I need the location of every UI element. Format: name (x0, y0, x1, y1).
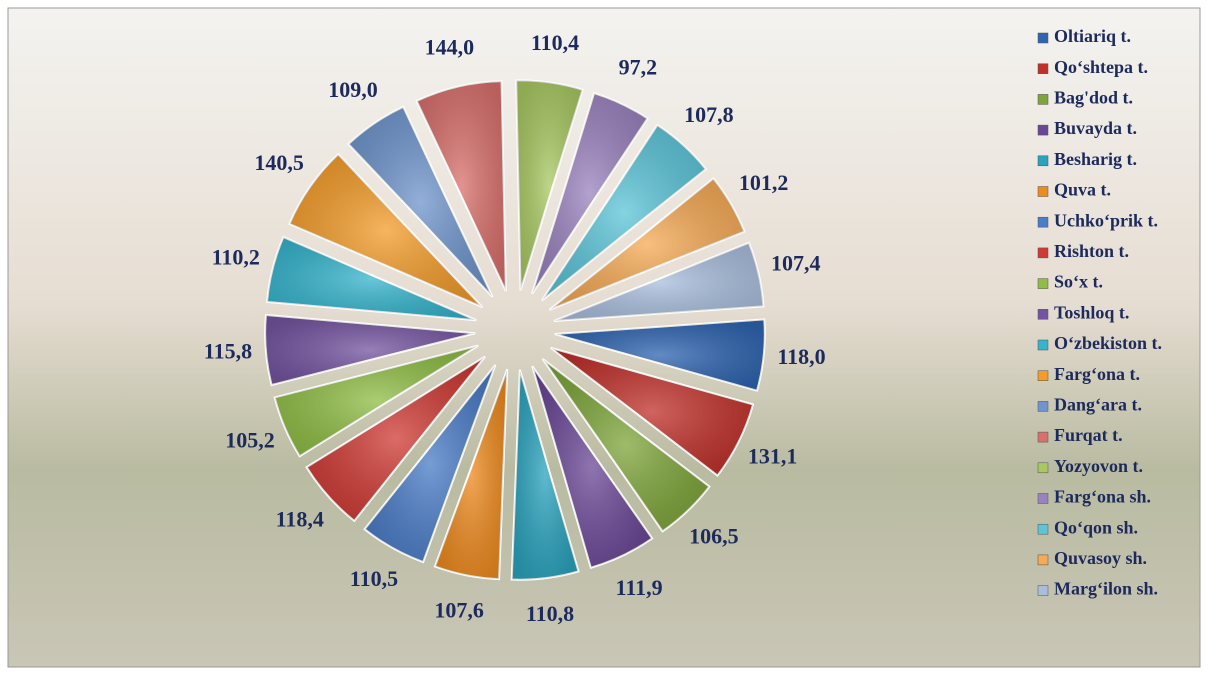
legend-label: Buvayda t. (1054, 118, 1137, 138)
legend-swatch (1038, 94, 1048, 104)
value-label: 109,0 (328, 77, 378, 102)
value-label: 107,6 (434, 598, 484, 623)
legend-swatch (1038, 432, 1048, 442)
legend-label: Farg‘ona t. (1054, 364, 1140, 384)
value-label: 144,0 (425, 35, 475, 60)
legend-label: Qo‘shtepa t. (1054, 57, 1148, 77)
legend-label: Rishton t. (1054, 241, 1129, 261)
legend-swatch (1038, 340, 1048, 350)
value-label: 118,0 (777, 344, 825, 369)
legend-swatch (1038, 187, 1048, 197)
legend-swatch (1038, 156, 1048, 166)
value-label: 131,1 (748, 444, 798, 469)
legend-swatch (1038, 125, 1048, 135)
legend-label: Yozyovon t. (1054, 456, 1143, 476)
legend-label: Quva t. (1054, 180, 1111, 200)
legend-label: Furqat t. (1054, 425, 1123, 445)
legend-swatch (1038, 309, 1048, 319)
value-label: 105,2 (225, 428, 275, 453)
value-label: 115,8 (204, 338, 252, 363)
value-label: 107,4 (771, 251, 821, 276)
legend-label: Bag'dod t. (1054, 88, 1133, 108)
value-label: 110,2 (212, 245, 260, 270)
legend-swatch (1038, 217, 1048, 227)
value-label: 110,4 (531, 30, 579, 55)
value-label: 107,8 (684, 102, 734, 127)
legend-label: Qo‘qon sh. (1054, 517, 1138, 537)
value-label: 118,4 (276, 506, 324, 531)
legend-label: Besharig t. (1054, 149, 1137, 169)
value-label: 110,8 (526, 601, 574, 626)
legend-label: Uchko‘prik t. (1054, 210, 1158, 230)
legend-label: Toshloq t. (1054, 302, 1129, 322)
legend-label: Quvasoy sh. (1054, 548, 1147, 568)
legend-swatch (1038, 586, 1048, 596)
value-label: 101,2 (739, 170, 789, 195)
legend-label: Marg‘ilon sh. (1054, 579, 1158, 599)
legend-label: Oltiariq t. (1054, 26, 1131, 46)
chart: 118,0 131,1 106,5 111,9 110,8 107,6 110,5 118,4… (0, 0, 1208, 675)
value-label: 110,5 (350, 566, 398, 591)
value-label: 106,5 (689, 523, 739, 548)
value-label: 97,2 (619, 55, 658, 80)
legend-swatch (1038, 494, 1048, 504)
legend-label: Dang‘ara t. (1054, 395, 1142, 415)
legend-label: Farg‘ona sh. (1054, 487, 1151, 507)
legend-swatch (1038, 279, 1048, 289)
value-label: 111,9 (616, 575, 663, 600)
legend-swatch (1038, 248, 1048, 258)
legend-label: O‘zbekiston t. (1054, 333, 1162, 353)
value-label: 140,5 (254, 150, 304, 175)
legend-swatch (1038, 401, 1048, 411)
legend-swatch (1038, 524, 1048, 534)
legend-swatch (1038, 463, 1048, 473)
legend-swatch (1038, 555, 1048, 565)
legend-label: So‘x t. (1054, 272, 1103, 292)
legend-swatch (1038, 64, 1048, 74)
legend-swatch (1038, 33, 1048, 43)
legend-swatch (1038, 371, 1048, 381)
